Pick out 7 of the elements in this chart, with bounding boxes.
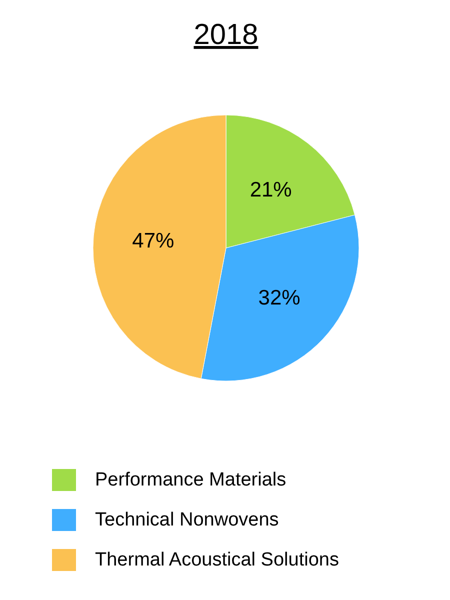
data-label: 32%: [258, 286, 300, 310]
chart-title: 2018: [194, 19, 258, 51]
legend-label: Technical Nonwovens: [95, 510, 279, 530]
data-label: 47%: [132, 230, 174, 253]
data-label: 21%: [250, 178, 292, 202]
legend-label: Thermal Acoustical Solutions: [95, 550, 339, 570]
legend-label: Performance Materials: [95, 470, 286, 490]
